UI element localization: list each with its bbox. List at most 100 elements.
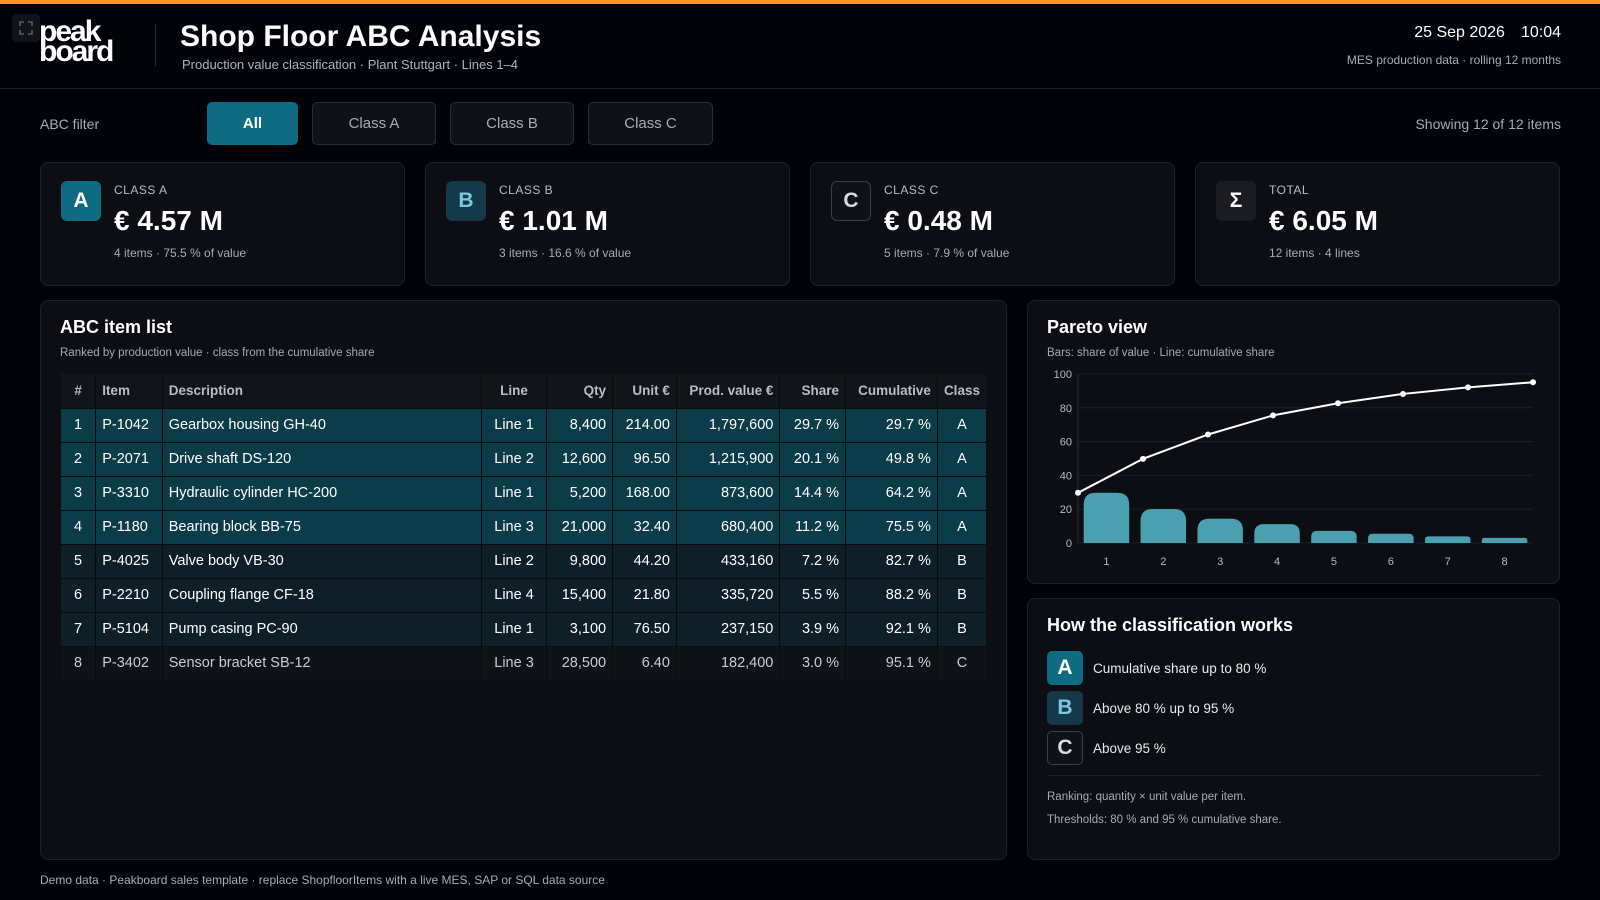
cell-cls: A [937, 509, 986, 544]
cell-line: Line 2 [481, 543, 548, 578]
cell-line: Line 1 [481, 407, 548, 442]
cell-line: Line 1 [481, 475, 548, 510]
y-tick-label: 20 [1060, 504, 1072, 516]
column-header[interactable]: Cumulative [845, 374, 938, 408]
cell-desc: Hydraulic cylinder HC-200 [162, 475, 482, 510]
cell-cum: 92.1 % [845, 611, 938, 646]
table-row[interactable]: 7 P-5104 Pump casing PC-90 Line 1 3,100 76.50… [61, 611, 986, 646]
x-tick-label: 1 [1103, 556, 1109, 568]
cell-desc: Sensor bracket SB-12 [162, 645, 482, 680]
cell-desc: Drive shaft DS-120 [162, 441, 482, 476]
abc-item-table: # Item Description Line Qty Unit € Prod.… [61, 374, 986, 680]
filter-class-a-button[interactable]: Class A [312, 102, 436, 145]
column-header[interactable]: Item [95, 374, 163, 408]
cell-share: 14.4 % [779, 475, 847, 510]
cell-unit: 76.50 [612, 611, 677, 646]
cell-n: 4 [61, 509, 97, 544]
class-c-badge: C [831, 181, 871, 221]
cumulative-point-2 [1140, 455, 1146, 462]
kpi-note: 12 items · 4 lines [1269, 246, 1360, 260]
cell-cum: 29.7 % [845, 407, 938, 442]
x-tick-label: 8 [1502, 556, 1508, 568]
cumulative-point-8 [1530, 379, 1536, 386]
column-header[interactable]: # [61, 374, 97, 408]
expand-icon[interactable] [12, 14, 40, 42]
cell-n: 6 [61, 577, 97, 612]
cell-share: 7.2 % [779, 543, 847, 578]
cell-share: 29.7 % [779, 407, 847, 442]
kpi-note: 5 items · 7.9 % of value [884, 246, 1010, 260]
filter-class-b-button[interactable]: Class B [450, 102, 574, 145]
x-tick-label: 2 [1160, 556, 1166, 568]
table-row[interactable]: 2 P-2071 Drive shaft DS-120 Line 2 12,600 96.… [61, 441, 986, 476]
cumulative-point-1 [1075, 489, 1081, 496]
y-tick-label: 100 [1054, 369, 1072, 381]
panel-title: Pareto view [1047, 317, 1148, 337]
current-time: 10:04 [1520, 24, 1561, 41]
cell-cum: 82.7 % [845, 543, 938, 578]
cell-value: 335,720 [676, 577, 781, 612]
column-header[interactable]: Share [779, 374, 847, 408]
panel-subtitle: Ranked by production value · class from … [60, 347, 375, 359]
class-b-badge: B [446, 181, 486, 221]
table-row[interactable]: 8 P-3402 Sensor bracket SB-12 Line 3 28,500 6… [61, 645, 986, 680]
cell-desc: Pump casing PC-90 [162, 611, 482, 646]
cell-qty: 28,500 [546, 645, 614, 680]
abc-item-list-panel: ABC item list Ranked by production value… [40, 300, 1007, 860]
kpi-total: Σ TOTAL € 6.05 M 12 items · 4 lines [1195, 162, 1560, 286]
pareto-panel: Pareto view Bars: share of value · Line:… [1027, 300, 1560, 584]
rule-text: Above 95 % [1093, 740, 1166, 756]
table-row[interactable]: 3 P-3310 Hydraulic cylinder HC-200 Line 1 5,… [61, 475, 986, 510]
ranking-note: Ranking: quantity × unit value per item. [1047, 791, 1247, 803]
x-tick-label: 5 [1331, 556, 1337, 568]
column-header[interactable]: Class [943, 383, 980, 399]
cell-cum: 64.2 % [845, 475, 938, 510]
rule-class-b: B Above 80 % up to 95 % [1047, 691, 1234, 725]
panel-title: ABC item list [60, 317, 173, 337]
table-row[interactable]: 4 P-1180 Bearing block BB-75 Line 3 21,000 32… [61, 509, 986, 544]
column-header[interactable]: Description [162, 374, 482, 408]
cell-desc: Valve body VB-30 [162, 543, 482, 578]
bar-3 [1197, 518, 1243, 543]
x-tick-label: 3 [1217, 556, 1223, 568]
cell-value: 237,150 [676, 611, 781, 646]
table-row[interactable]: 6 P-2210 Coupling flange CF-18 Line 4 15,400… [61, 577, 986, 612]
cell-line: Line 2 [481, 441, 548, 476]
column-header[interactable]: Unit € [612, 374, 677, 408]
classification-panel: How the classification works A Cumulativ… [1027, 598, 1560, 860]
filter-all-button[interactable]: All [207, 102, 298, 145]
cell-item: P-1180 [95, 509, 163, 544]
table-row[interactable]: 5 P-4025 Valve body VB-30 Line 2 9,800 44.20 4… [61, 543, 986, 578]
bar-1 [1083, 492, 1130, 543]
threshold-note: Thresholds: 80 % and 95 % cumulative sha… [1047, 814, 1282, 826]
panel-subtitle: Bars: share of value · Line: cumulative … [1047, 347, 1275, 359]
kpi-label: CLASS B [499, 183, 554, 197]
cell-n: 2 [61, 441, 97, 476]
x-tick-label: 6 [1388, 556, 1394, 568]
filter-class-c-button[interactable]: Class C [588, 102, 713, 145]
cell-item: P-2210 [95, 577, 163, 612]
cell-share: 11.2 % [779, 509, 847, 544]
class-b-badge: B [1047, 691, 1083, 725]
cell-unit: 32.40 [612, 509, 677, 544]
column-header[interactable]: Qty [546, 374, 614, 408]
cumulative-point-7 [1465, 384, 1471, 391]
kpi-label: CLASS A [114, 183, 168, 197]
cell-qty: 5,200 [546, 475, 614, 510]
table-row[interactable]: 1 P-1042 Gearbox housing GH-40 Line 1 8,400 2… [61, 407, 986, 442]
cell-item: P-3310 [95, 475, 163, 510]
header-divider [155, 24, 156, 66]
cell-cum: 49.8 % [845, 441, 938, 476]
column-header[interactable]: Prod. value € [676, 374, 781, 408]
cumulative-point-4 [1270, 412, 1276, 419]
rule-class-a: A Cumulative share up to 80 % [1047, 651, 1266, 685]
cell-value: 182,400 [676, 645, 781, 680]
class-a-badge: A [61, 181, 101, 221]
cell-unit: 44.20 [612, 543, 677, 578]
pareto-chart: 0 20 40 60 80 100 1 2 3 4 5 6 7 8 [1054, 369, 1536, 568]
cumulative-point-6 [1400, 390, 1406, 397]
x-tick-label: 7 [1445, 556, 1451, 568]
cell-share: 3.0 % [779, 645, 847, 680]
column-header[interactable]: Line [481, 374, 548, 408]
panel-title: How the classification works [1047, 615, 1294, 635]
